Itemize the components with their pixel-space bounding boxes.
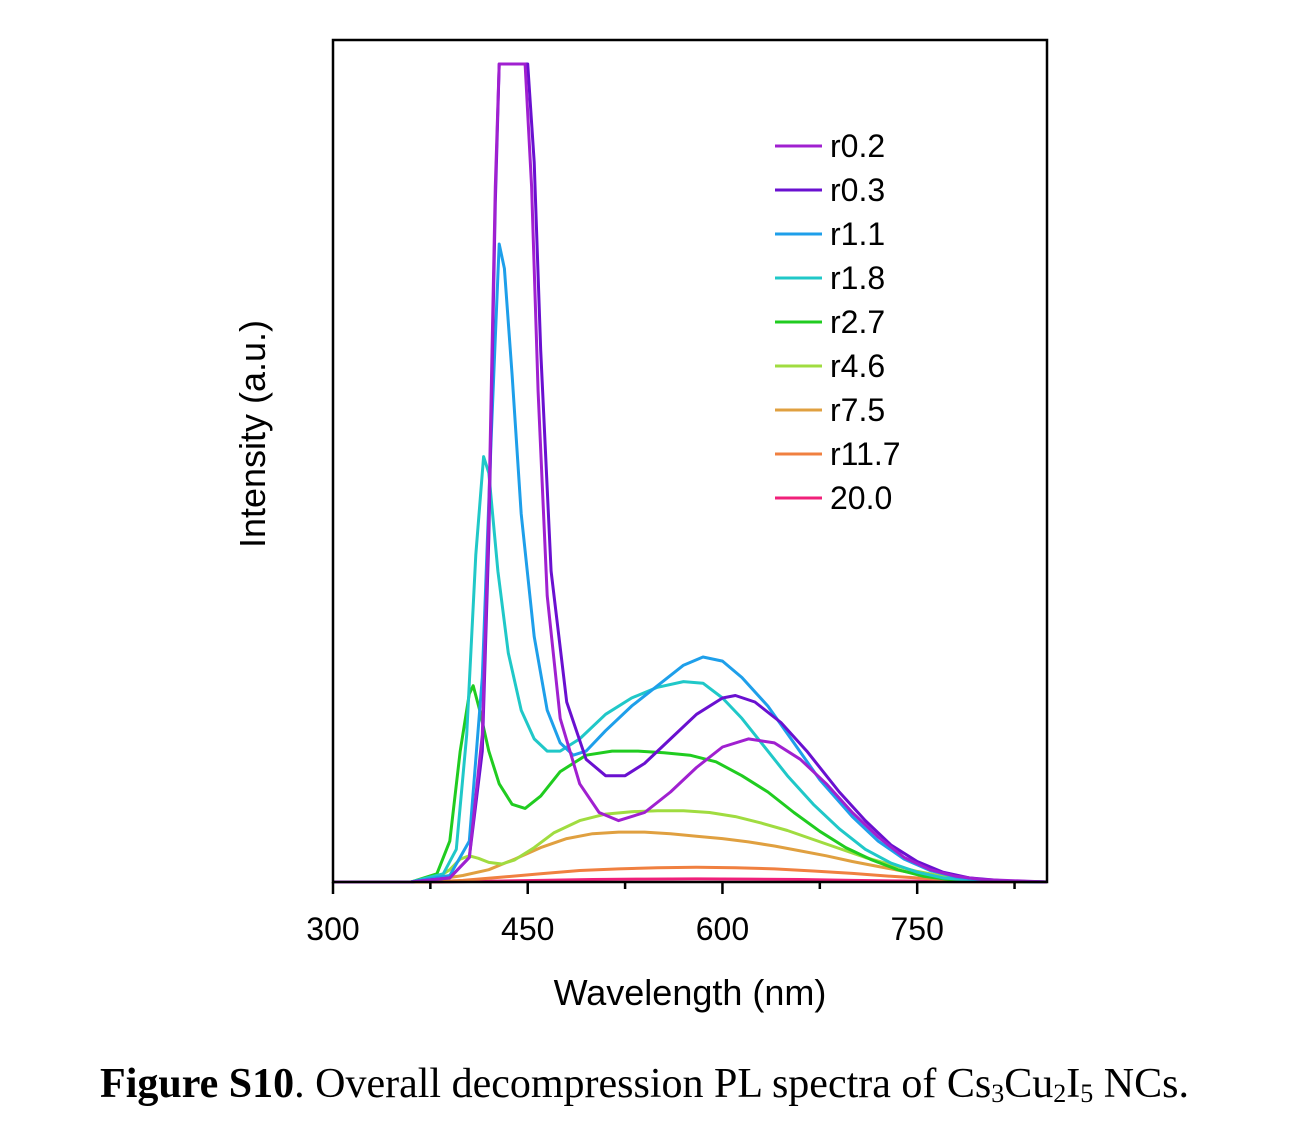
legend-label-r0.3: r0.3 [830, 172, 885, 208]
x-tick-label: 750 [890, 911, 943, 947]
plot-frame [331, 38, 1049, 884]
series-line-r1.1 [333, 242, 1048, 884]
series-curves [333, 62, 1048, 884]
x-tick-label: 600 [696, 911, 749, 947]
legend-label-r1.1: r1.1 [830, 216, 885, 252]
x-axis-label: Wavelength (nm) [554, 972, 827, 1013]
legend-label-r4.6: r4.6 [830, 348, 885, 384]
legend-label-r2.7: r2.7 [830, 304, 885, 340]
caption-label: Figure S10 [100, 1061, 295, 1107]
x-tick-label: 300 [306, 911, 359, 947]
caption-sub: 2 [1053, 1079, 1067, 1108]
caption-text: . Overall decompression PL spectra of Cs [294, 1061, 992, 1107]
legend-label-20.0: 20.0 [830, 480, 892, 516]
caption-sub: 5 [1080, 1079, 1094, 1108]
series-line-r1.8 [333, 455, 1048, 884]
series-line-r2.7 [333, 684, 1048, 884]
caption-sub: 3 [991, 1079, 1005, 1108]
x-axis-ticks: 300 450 600 750 [306, 882, 1016, 947]
legend: r0.2 r0.3 r1.1 r1.8 r2.7 r4.6 r7.5 r11.7 20.0 [775, 128, 901, 516]
series-line-r0.2 [333, 62, 1048, 884]
caption-text: Cu [1004, 1061, 1054, 1107]
x-tick-label: 450 [501, 911, 554, 947]
y-axis-label: Intensity (a.u.) [232, 320, 273, 548]
legend-label-r11.7: r11.7 [830, 436, 901, 472]
caption-text: NCs. [1093, 1061, 1189, 1107]
legend-label-r7.5: r7.5 [830, 392, 885, 428]
figure-caption: Figure S10. Overall decompression PL spe… [0, 1060, 1289, 1109]
legend-label-r1.8: r1.8 [830, 260, 885, 296]
caption-text: I [1066, 1061, 1081, 1107]
series-line-r0.3 [333, 62, 1048, 884]
legend-label-r0.2: r0.2 [830, 128, 885, 164]
